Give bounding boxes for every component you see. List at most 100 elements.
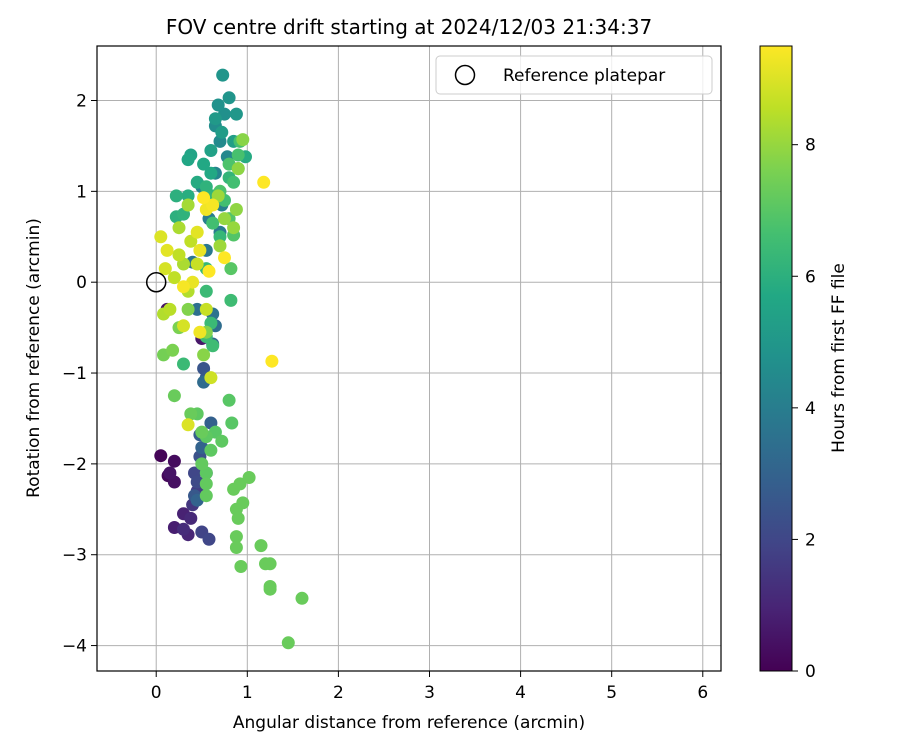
- data-point: [204, 443, 218, 457]
- data-point: [172, 221, 186, 235]
- data-point: [184, 407, 198, 421]
- data-point: [181, 302, 195, 316]
- data-point: [208, 112, 222, 126]
- data-point: [236, 133, 250, 147]
- data-point: [229, 541, 243, 554]
- data-point: [229, 530, 243, 544]
- chart-title: FOV centre drift starting at 2024/12/03 …: [166, 15, 652, 39]
- y-tick-label: −1: [62, 364, 87, 384]
- data-point: [190, 257, 204, 271]
- scatter-points: [154, 68, 309, 650]
- legend-box: [435, 55, 713, 95]
- x-axis-ticks: 0 1 2 3 4 5 6: [151, 671, 708, 703]
- data-point: [199, 284, 213, 298]
- data-point: [167, 454, 181, 468]
- data-point: [231, 162, 245, 176]
- data-point: [202, 264, 216, 278]
- data-point: [167, 271, 181, 285]
- data-point: [195, 457, 209, 471]
- colorbar-tick-label: 4: [805, 399, 816, 419]
- data-point: [224, 293, 238, 307]
- data-point: [206, 339, 220, 353]
- data-point: [257, 175, 271, 189]
- data-point: [233, 477, 247, 491]
- y-tick-label: 2: [76, 92, 87, 112]
- data-point: [177, 319, 190, 333]
- data-point: [195, 425, 209, 439]
- data-point: [224, 262, 238, 276]
- data-point: [181, 198, 195, 212]
- y-tick-label: 1: [76, 182, 87, 202]
- data-point: [218, 212, 231, 226]
- data-point: [225, 416, 239, 430]
- data-point: [213, 239, 227, 253]
- colorbar-label: Hours from first FF file: [829, 263, 849, 453]
- y-tick-label: 0: [76, 273, 87, 293]
- data-point: [193, 325, 207, 339]
- x-tick-label: 4: [515, 683, 526, 703]
- y-axis-label: Rotation from reference (arcmin): [24, 218, 44, 498]
- data-point: [204, 166, 218, 180]
- data-point: [242, 471, 256, 484]
- data-point: [199, 477, 213, 491]
- y-tick-label: −4: [62, 637, 87, 657]
- x-axis-label: Angular distance from reference (arcmin): [233, 713, 585, 733]
- data-point: [265, 354, 279, 368]
- grid: [97, 46, 721, 671]
- data-point: [227, 221, 241, 235]
- data-point: [211, 98, 225, 112]
- data-point: [263, 582, 277, 596]
- data-point: [181, 153, 195, 167]
- data-point: [197, 348, 211, 362]
- data-point: [184, 511, 198, 525]
- data-point: [181, 418, 195, 432]
- data-point: [281, 636, 295, 650]
- data-point: [177, 280, 190, 294]
- data-point: [190, 302, 204, 316]
- data-point: [177, 522, 190, 536]
- x-tick-label: 3: [424, 683, 435, 703]
- data-point: [218, 251, 231, 265]
- data-point: [172, 248, 186, 262]
- data-point: [181, 189, 195, 203]
- data-point: [216, 68, 230, 82]
- data-point: [197, 157, 211, 171]
- colorbar-ticks: 0 2 4 6 8: [792, 136, 816, 682]
- data-point: [197, 191, 211, 205]
- data-point: [206, 216, 220, 230]
- data-point: [154, 449, 168, 463]
- colorbar: 0 2 4 6 8 Hours from first FF file: [759, 45, 849, 682]
- data-point: [199, 180, 213, 194]
- data-point: [234, 560, 248, 573]
- data-point: [206, 198, 220, 212]
- colorbar-tick-label: 6: [805, 267, 816, 287]
- colorbar-gradient: [759, 45, 793, 672]
- data-point: [222, 91, 236, 105]
- colorbar-tick-label: 0: [805, 662, 816, 682]
- data-point: [199, 302, 213, 316]
- data-point: [163, 466, 177, 480]
- data-point: [202, 532, 216, 546]
- legend-reference-marker: [454, 64, 476, 86]
- x-tick-label: 5: [606, 683, 617, 703]
- data-point: [231, 511, 245, 525]
- data-point: [231, 148, 245, 162]
- data-point: [169, 189, 183, 203]
- data-point: [227, 175, 241, 189]
- x-tick-label: 6: [697, 683, 708, 703]
- x-tick-label: 0: [151, 683, 162, 703]
- legend-entry-reference: Reference platepar: [503, 66, 665, 86]
- data-point: [193, 243, 207, 257]
- data-point: [177, 357, 190, 371]
- data-point: [215, 434, 229, 448]
- y-tick-label: −3: [62, 546, 87, 566]
- data-point: [263, 557, 277, 571]
- x-tick-label: 2: [333, 683, 344, 703]
- data-point: [204, 144, 218, 157]
- data-point: [158, 262, 172, 276]
- data-point: [229, 203, 243, 216]
- data-point: [160, 243, 174, 257]
- data-point: [204, 371, 218, 385]
- reference-platepar-marker: [145, 271, 167, 293]
